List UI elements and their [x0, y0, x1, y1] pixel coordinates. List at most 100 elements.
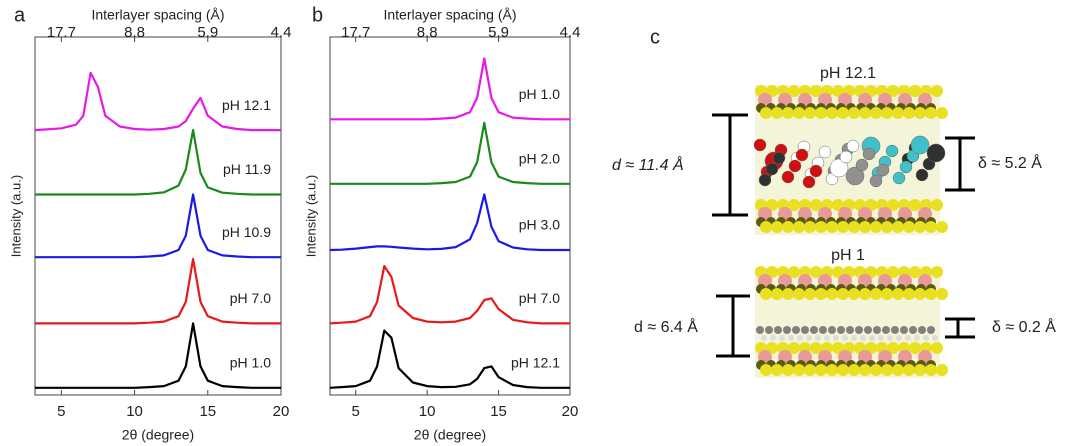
atom [881, 364, 893, 376]
atom [815, 335, 821, 341]
atom [788, 85, 800, 97]
atom [914, 364, 926, 376]
atom [910, 135, 930, 155]
atom [925, 288, 937, 300]
x2-axis-title: Interlayer spacing (Å) [383, 7, 516, 23]
atom [753, 138, 767, 152]
atom [878, 335, 884, 341]
trace-label: pH 2.0 [519, 150, 560, 166]
atom [903, 221, 915, 233]
atom [891, 326, 899, 334]
x2-tick-label: 17.7 [47, 24, 76, 41]
atom [936, 221, 948, 233]
atom [870, 288, 882, 300]
atom [810, 342, 822, 354]
x2-tick-label: 4.4 [271, 24, 292, 41]
atom [923, 335, 929, 341]
atom [837, 326, 845, 334]
atom [771, 288, 783, 300]
atom [788, 159, 802, 173]
xrd-trace [330, 57, 570, 121]
atom [782, 364, 794, 376]
atom [819, 326, 827, 334]
atom [793, 107, 805, 119]
x-tick-label: 15 [490, 403, 507, 420]
structure-title: pH 1 [831, 247, 865, 264]
atom [926, 143, 946, 163]
atom [870, 107, 882, 119]
x-axis-title: 2θ (degree) [122, 427, 194, 443]
x2-tick-label: 8.8 [417, 24, 438, 41]
atom [925, 221, 937, 233]
spacing-label: d ≈ 6.4 Å [634, 317, 698, 336]
atom [793, 221, 805, 233]
atom [900, 326, 908, 334]
atom [795, 148, 809, 162]
atom [870, 221, 882, 233]
atom [859, 107, 871, 119]
atom [936, 107, 948, 119]
atom [815, 221, 827, 233]
atom [771, 364, 783, 376]
atom [892, 221, 904, 233]
panel-label: a [14, 4, 26, 26]
atom [846, 139, 860, 153]
x-tick-label: 10 [419, 403, 436, 420]
atom [788, 199, 800, 211]
atom [915, 168, 929, 182]
atom [793, 364, 805, 376]
x-axis-title: 2θ (degree) [414, 427, 486, 443]
xrd-trace [35, 322, 281, 389]
trace-label: pH 1.0 [230, 355, 271, 371]
atom [826, 288, 838, 300]
xrd-trace [34, 71, 281, 132]
atom [887, 342, 899, 354]
atom [760, 221, 772, 233]
atom [914, 107, 926, 119]
y-axis-title: Intensity (a.u.) [8, 175, 23, 257]
xrd-trace [329, 265, 570, 325]
xrd-trace [35, 257, 281, 325]
atom [859, 288, 871, 300]
atom [869, 174, 883, 188]
x2-tick-label: 17.7 [341, 24, 370, 41]
atom [848, 221, 860, 233]
x-tick-label: 5 [352, 403, 360, 420]
atom [931, 342, 943, 354]
atom [824, 335, 830, 341]
atom [833, 335, 839, 341]
atom [932, 335, 938, 341]
atom [887, 335, 893, 341]
brackets [712, 113, 975, 358]
atom [826, 221, 838, 233]
x2-tick-label: 8.8 [124, 24, 145, 41]
atom [837, 221, 849, 233]
atom [860, 335, 866, 341]
x2-tick-label: 4.4 [560, 24, 581, 41]
atom [782, 288, 794, 300]
atom [804, 364, 816, 376]
spacing-label: δ ≈ 0.2 Å [992, 317, 1056, 336]
panel-label: c [650, 26, 660, 48]
x-tick-label: 5 [57, 403, 65, 420]
atom [770, 335, 776, 341]
atom [826, 364, 838, 376]
atom [873, 326, 881, 334]
atom [772, 151, 786, 165]
atom [914, 221, 926, 233]
atom [766, 342, 778, 354]
atom [905, 335, 911, 341]
atom [810, 266, 822, 278]
structure-title: pH 12.1 [820, 65, 876, 82]
trace-label: pH 11.9 [223, 161, 271, 177]
atom [826, 107, 838, 119]
x2-tick-label: 5.9 [197, 24, 218, 41]
atom [903, 364, 915, 376]
plot-frame [34, 36, 282, 396]
atom [760, 288, 772, 300]
atom [797, 335, 803, 341]
atom [832, 85, 844, 97]
atom [761, 335, 767, 341]
atom [892, 288, 904, 300]
x-tick-label: 15 [199, 403, 216, 420]
